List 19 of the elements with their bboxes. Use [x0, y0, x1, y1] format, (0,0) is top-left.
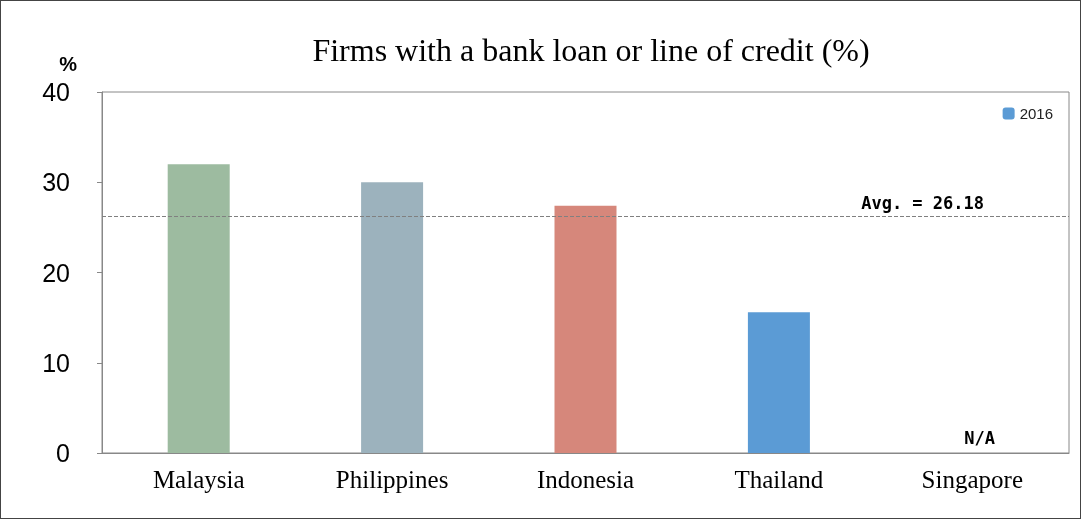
legend-label: 2016: [1019, 105, 1054, 122]
bar: [167, 164, 230, 453]
bar: [554, 205, 617, 453]
y-tick-label: 0: [56, 439, 70, 467]
y-axis-title: %: [59, 53, 78, 75]
x-tick-label: Philippines: [335, 466, 449, 493]
x-tick-label: Singapore: [921, 466, 1023, 493]
x-tick-label: Indonesia: [536, 466, 635, 493]
x-tick-label: Malaysia: [152, 466, 245, 493]
y-tick-label: 30: [42, 168, 70, 197]
bar: [361, 182, 424, 453]
y-tick-label: 10: [42, 348, 70, 377]
y-tick-label: 20: [42, 258, 70, 287]
ref-line-label: Avg. = 26.18: [861, 193, 984, 214]
bar: [747, 312, 810, 453]
annotation: N/A: [964, 427, 996, 448]
y-tick-label: 40: [42, 78, 70, 106]
x-tick-label: Thailand: [734, 466, 824, 493]
chart-title: Firms with a bank loan or line of credit (%): [312, 32, 870, 68]
